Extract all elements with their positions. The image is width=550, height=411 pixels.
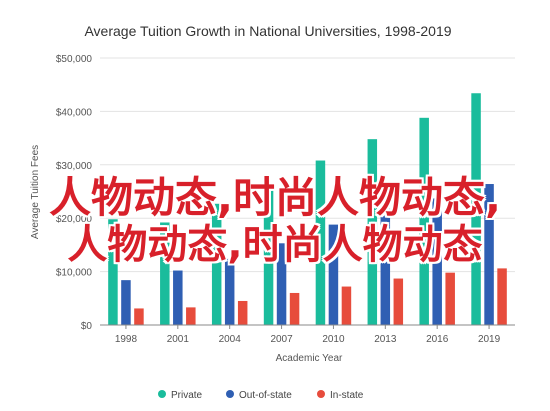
legend-marker bbox=[317, 390, 325, 398]
x-axis-label: Academic Year bbox=[276, 353, 343, 364]
bar-in-state-2007 bbox=[289, 292, 300, 325]
bar-private-2001 bbox=[160, 222, 170, 325]
y-tick-label: $30,000 bbox=[56, 161, 93, 172]
y-axis-ticks: $0 $10,000 $20,000 $30,000 $40,000 $50,000 bbox=[56, 54, 93, 332]
y-tick-label: $10,000 bbox=[56, 268, 93, 279]
gridlines bbox=[100, 57, 515, 273]
y-tick-label: $50,000 bbox=[56, 54, 93, 65]
bar-private-2004 bbox=[211, 203, 222, 325]
legend-marker bbox=[226, 390, 234, 398]
bar-out-of-state-2013 bbox=[380, 208, 391, 325]
x-tick-label: 2010 bbox=[322, 334, 345, 345]
legend-label: Private bbox=[171, 390, 203, 401]
x-tick-label: 2004 bbox=[219, 334, 242, 345]
y-tick-label: $40,000 bbox=[56, 107, 93, 118]
bars bbox=[108, 93, 507, 325]
bar-out-of-state-2019 bbox=[484, 184, 494, 325]
bar-out-of-state-1998 bbox=[121, 280, 131, 325]
x-tick-label: 2007 bbox=[270, 334, 293, 345]
bar-in-state-2001 bbox=[186, 307, 196, 325]
bar-in-state-1998 bbox=[134, 308, 144, 325]
bar-private-2013 bbox=[367, 139, 378, 325]
bar-private-2019 bbox=[471, 93, 481, 325]
bar-out-of-state-2001 bbox=[173, 270, 183, 325]
legend: Private Out-of-state In-state bbox=[158, 390, 364, 401]
bar-in-state-2010 bbox=[341, 286, 352, 325]
bar-private-2016 bbox=[419, 117, 429, 325]
bar-out-of-state-2016 bbox=[432, 198, 442, 325]
bar-out-of-state-2004 bbox=[224, 258, 235, 325]
legend-marker bbox=[158, 390, 166, 398]
x-tick-label: 2016 bbox=[426, 334, 449, 345]
bar-in-state-2013 bbox=[393, 278, 404, 325]
bar-private-2010 bbox=[315, 160, 326, 325]
y-tick-label: $20,000 bbox=[56, 214, 93, 225]
bar-out-of-state-2007 bbox=[276, 243, 287, 325]
bar-private-1998 bbox=[108, 219, 118, 325]
y-axis-label: Average Tuition Fees bbox=[30, 145, 41, 239]
bar-in-state-2004 bbox=[237, 300, 248, 325]
x-tick-label: 2019 bbox=[478, 334, 501, 345]
chart-title: Average Tuition Growth in National Unive… bbox=[84, 23, 451, 39]
bar-in-state-2016 bbox=[445, 272, 455, 325]
legend-label: In-state bbox=[330, 390, 364, 401]
x-tick-label: 2001 bbox=[167, 334, 190, 345]
bar-in-state-2019 bbox=[497, 268, 507, 325]
y-tick-label: $0 bbox=[81, 321, 93, 332]
legend-label: Out-of-state bbox=[239, 390, 292, 401]
x-tick-label: 2013 bbox=[374, 334, 397, 345]
x-tick-label: 1998 bbox=[115, 334, 138, 345]
bar-out-of-state-2010 bbox=[328, 224, 339, 325]
x-axis-ticks: 1998 2001 2004 2007 2010 2013 2016 2019 bbox=[115, 325, 501, 345]
bar-private-2007 bbox=[263, 185, 274, 325]
